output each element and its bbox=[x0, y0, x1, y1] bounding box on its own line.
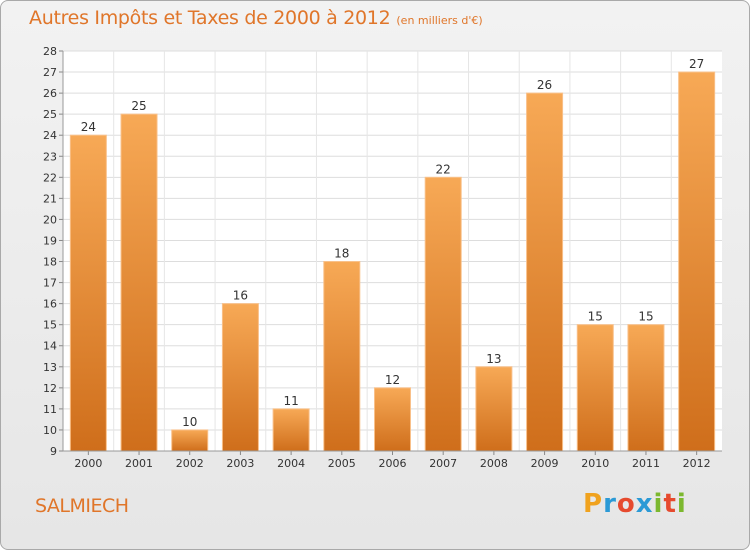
bar bbox=[120, 113, 158, 452]
y-tick-label: 21 bbox=[43, 192, 57, 205]
data-label: 15 bbox=[638, 310, 653, 324]
bar bbox=[374, 387, 411, 452]
y-tick-label: 16 bbox=[43, 298, 57, 311]
x-tick-label: 2005 bbox=[328, 457, 356, 470]
y-tick-label: 12 bbox=[43, 382, 57, 395]
x-tick-label: 2001 bbox=[125, 457, 153, 470]
labels: 9 10 11 12 13 14 15 16 17 18 19 20 21 22 23 24 25 26 27 28 2… bbox=[43, 45, 711, 470]
data-label: 10 bbox=[182, 415, 197, 429]
x-tick-label: 2012 bbox=[683, 457, 711, 470]
data-label: 27 bbox=[689, 57, 704, 71]
data-label: 15 bbox=[588, 310, 603, 324]
y-tick-label: 20 bbox=[43, 213, 57, 226]
y-tick-label: 26 bbox=[43, 87, 57, 100]
bar bbox=[323, 261, 361, 452]
chart-subtitle: (en milliers d'€) bbox=[396, 14, 483, 27]
y-tick-label: 24 bbox=[43, 129, 57, 142]
bar bbox=[272, 408, 310, 452]
logo-letter: r bbox=[603, 489, 617, 519]
y-tick-label: 25 bbox=[43, 108, 57, 121]
bar bbox=[475, 366, 513, 452]
proxiti-logo: Proxiti bbox=[583, 489, 687, 519]
y-tick-label: 9 bbox=[50, 445, 57, 458]
logo-letter: i bbox=[676, 489, 687, 519]
data-label: 12 bbox=[385, 373, 400, 387]
bar bbox=[424, 176, 462, 452]
x-tick-label: 2002 bbox=[176, 457, 204, 470]
x-tick-label: 2004 bbox=[277, 457, 305, 470]
data-label: 25 bbox=[131, 99, 146, 113]
x-tick-label: 2010 bbox=[581, 457, 609, 470]
data-label: 11 bbox=[283, 394, 298, 408]
y-tick-label: 10 bbox=[43, 424, 57, 437]
x-tick-label: 2003 bbox=[226, 457, 254, 470]
bar bbox=[221, 303, 259, 452]
axes bbox=[59, 50, 722, 455]
location-name: SALMIECH bbox=[35, 495, 129, 517]
y-tick-label: 27 bbox=[43, 66, 57, 79]
data-label: 13 bbox=[486, 352, 501, 366]
y-tick-label: 14 bbox=[43, 340, 57, 353]
x-tick-label: 2007 bbox=[429, 457, 457, 470]
x-tick-label: 2008 bbox=[480, 457, 508, 470]
y-tick-label: 23 bbox=[43, 150, 57, 163]
bars bbox=[69, 71, 716, 452]
bar bbox=[576, 324, 614, 452]
logo-letter: o bbox=[616, 489, 636, 519]
x-tick-label: 2000 bbox=[74, 457, 102, 470]
y-tick-label: 17 bbox=[43, 277, 57, 290]
y-tick-label: 19 bbox=[43, 234, 57, 247]
bar bbox=[678, 71, 716, 452]
bar bbox=[526, 92, 564, 452]
y-tick-label: 11 bbox=[43, 403, 57, 416]
x-tick-label: 2009 bbox=[531, 457, 559, 470]
logo-letter: i bbox=[653, 489, 664, 519]
y-tick-label: 13 bbox=[43, 361, 57, 374]
x-tick-label: 2011 bbox=[632, 457, 660, 470]
bar bbox=[171, 429, 209, 452]
data-label: 18 bbox=[334, 247, 349, 261]
data-label: 26 bbox=[537, 78, 552, 92]
logo-letter: t bbox=[663, 489, 677, 519]
data-label: 24 bbox=[81, 120, 96, 134]
bar bbox=[69, 134, 107, 452]
y-tick-label: 28 bbox=[43, 45, 57, 58]
bar bbox=[627, 324, 665, 452]
logo-letter: P bbox=[583, 489, 604, 519]
y-tick-label: 15 bbox=[43, 319, 57, 332]
chart-title-main: Autres Impôts et Taxes de 2000 à 2012 bbox=[29, 7, 391, 29]
chart-title: Autres Impôts et Taxes de 2000 à 2012 (en… bbox=[29, 7, 483, 29]
x-tick-label: 2006 bbox=[379, 457, 407, 470]
logo-letter: x bbox=[635, 489, 654, 519]
y-tick-label: 22 bbox=[43, 171, 57, 184]
y-tick-label: 18 bbox=[43, 256, 57, 269]
data-label: 16 bbox=[233, 289, 248, 303]
data-label: 22 bbox=[436, 162, 451, 176]
